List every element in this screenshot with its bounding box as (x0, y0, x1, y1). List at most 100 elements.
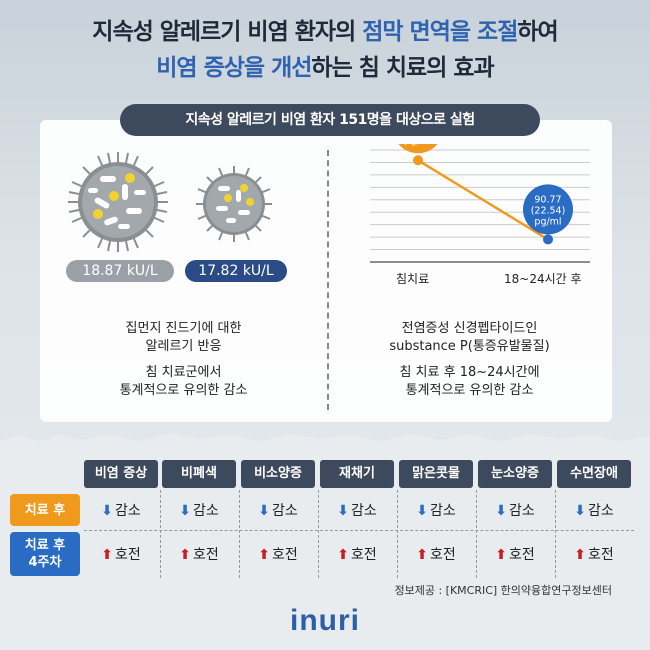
desc-line: substance P(통증유발물질) (389, 339, 550, 354)
title-line-1: 지속성 알레르기 비염 환자의 점막 면역을 조절하여 (0, 14, 650, 50)
cell-improve: ⬆ 호전 (318, 544, 396, 564)
cell-decrease: ⬇ 감소 (555, 500, 633, 520)
table-header: 눈소양증 (478, 460, 552, 488)
result-line: 침 치료군에서 (145, 365, 222, 380)
up-arrow-icon: ⬆ (574, 547, 586, 563)
desc-line: 알레르기 반응 (145, 339, 222, 354)
cell-decrease: ⬇ 감소 (239, 500, 317, 520)
cell-improve: ⬆ 호전 (160, 544, 238, 564)
data-point (543, 234, 553, 245)
x-tick-label: 침치료 (396, 272, 430, 286)
table-col-separator (555, 490, 556, 578)
cell-text: 호전 (587, 547, 614, 563)
ige-after-value: 17.82 kU/L (185, 260, 287, 282)
cell-decrease: ⬇ 감소 (397, 500, 475, 520)
data-label-text: pg/ml (404, 144, 431, 146)
data-label: 408.74(299.12)pg/ml (398, 144, 438, 154)
cell-text: 호전 (350, 547, 377, 563)
cell-improve: ⬆ 호전 (239, 544, 317, 564)
data-label-text: 90.77 (534, 194, 561, 205)
table-header: 수면장애 (557, 460, 631, 488)
row-label-after-treatment: 치료 후 (10, 494, 80, 526)
table-col-separator (239, 490, 240, 578)
table-col-separator (318, 490, 319, 578)
table-header: 비폐색 (162, 460, 236, 488)
table-row-separator (84, 530, 634, 531)
right-description: 전염증성 신경펩타이드인 substance P(통증유발물질) (327, 320, 612, 356)
up-arrow-icon: ⬆ (101, 547, 113, 563)
title-part: 지속성 알레르기 비염 환자의 (92, 19, 363, 45)
cell-text: 호전 (508, 547, 535, 563)
up-arrow-icon: ⬆ (495, 547, 507, 563)
cell-improve: ⬆ 호전 (476, 544, 554, 564)
cell-decrease: ⬇ 감소 (82, 500, 160, 520)
row-label-text: 4주차 (28, 555, 62, 570)
panel-divider (327, 150, 329, 410)
down-arrow-icon: ⬇ (179, 503, 191, 519)
desc-line: 집먼지 진드기에 대한 (125, 321, 242, 336)
table-header: 재채기 (320, 460, 394, 488)
result-line: 침 치료 후 18~24시간에 (399, 365, 540, 380)
down-arrow-icon: ⬇ (101, 503, 113, 519)
data-point (413, 155, 423, 166)
up-arrow-icon: ⬆ (337, 547, 349, 563)
cell-decrease: ⬇ 감소 (476, 500, 554, 520)
up-arrow-icon: ⬆ (179, 547, 191, 563)
title-highlight: 점막 면역을 조절 (362, 19, 518, 45)
data-label: 90.77(22.54)pg/ml (523, 184, 573, 235)
left-description: 집먼지 진드기에 대한 알레르기 반응 (40, 320, 327, 356)
cell-text: 감소 (114, 503, 141, 519)
left-result: 침 치료군에서 통계적으로 유의한 감소 (40, 364, 327, 400)
table-col-separator (397, 490, 398, 578)
cell-text: 감소 (271, 503, 298, 519)
ige-before-value: 18.87 kU/L (66, 260, 174, 282)
data-label-text: (22.54) (531, 205, 566, 216)
cell-text: 감소 (587, 503, 614, 519)
table-header: 맑은콧물 (399, 460, 473, 488)
snow-divider (0, 433, 650, 456)
chart-x-axis-labels: 침치료 18~24시간 후 (370, 270, 590, 288)
title-block: 지속성 알레르기 비염 환자의 점막 면역을 조절하여 비염 증상을 개선하는 … (0, 14, 650, 86)
right-result: 침 치료 후 18~24시간에 통계적으로 유의한 감소 (327, 364, 612, 400)
row-label-group: 치료 후 4주차 (25, 537, 65, 571)
cell-decrease: ⬇ 감소 (160, 500, 238, 520)
cell-improve: ⬆ 호전 (82, 544, 160, 564)
allergen-small-icon (196, 166, 272, 242)
down-arrow-icon: ⬇ (258, 503, 270, 519)
up-arrow-icon: ⬆ (416, 547, 428, 563)
data-label-text: pg/ml (534, 216, 561, 227)
title-part: 하는 침 치료의 효과 (311, 55, 494, 81)
cell-text: 호전 (192, 547, 219, 563)
cell-improve: ⬆ 호전 (397, 544, 475, 564)
table-col-separator (476, 490, 477, 578)
data-label-bubble (523, 184, 573, 235)
desc-line: 전염증성 신경펩타이드인 (401, 321, 538, 336)
cell-text: 감소 (192, 503, 219, 519)
cell-text: 호전 (429, 547, 456, 563)
result-line: 통계적으로 유의한 감소 (119, 383, 248, 398)
cell-text: 감소 (429, 503, 456, 519)
cell-improve: ⬆ 호전 (555, 544, 633, 564)
panel-header: 지속성 알레르기 비염 환자 151명을 대상으로 실험 (120, 104, 540, 136)
down-arrow-icon: ⬇ (495, 503, 507, 519)
table-header: 비소양증 (241, 460, 315, 488)
title-highlight: 비염 증상을 개선 (156, 55, 312, 81)
row-label-text: 치료 후 (24, 538, 66, 553)
up-arrow-icon: ⬆ (258, 547, 270, 563)
series-line (417, 159, 549, 241)
cell-decrease: ⬇ 감소 (318, 500, 396, 520)
down-arrow-icon: ⬇ (574, 503, 586, 519)
data-label-bubble (398, 144, 438, 154)
cell-text: 감소 (350, 503, 377, 519)
substance-p-chart: 408.74(299.12)pg/ml90.77(22.54)pg/ml (370, 144, 590, 263)
x-tick-label: 18~24시간 후 (504, 272, 582, 286)
table-header: 비염 증상 (84, 460, 158, 488)
source-credit: 정보제공 : [KMCRIC] 한의약융합연구정보센터 (394, 584, 612, 597)
cell-text: 호전 (271, 547, 298, 563)
down-arrow-icon: ⬇ (337, 503, 349, 519)
allergen-large-icon (68, 152, 168, 252)
down-arrow-icon: ⬇ (416, 503, 428, 519)
inuri-logo: inuri (290, 604, 360, 637)
cell-text: 감소 (508, 503, 535, 519)
row-label-text: 치료 후 (24, 502, 66, 518)
